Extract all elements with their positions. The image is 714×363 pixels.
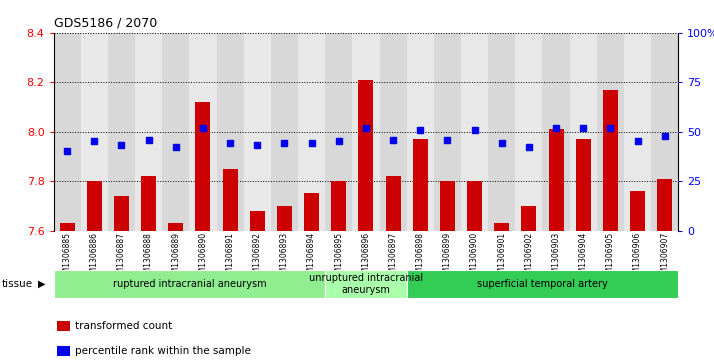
FancyBboxPatch shape: [54, 270, 325, 298]
Text: GDS5186 / 2070: GDS5186 / 2070: [54, 16, 157, 29]
Bar: [189, 33, 216, 231]
Bar: [277, 206, 292, 231]
Bar: [358, 79, 373, 231]
Bar: [331, 181, 346, 231]
Bar: [603, 90, 618, 231]
Bar: [494, 223, 509, 231]
FancyBboxPatch shape: [407, 270, 678, 298]
Bar: [81, 33, 108, 231]
Bar: [488, 33, 516, 231]
Bar: [651, 33, 678, 231]
FancyBboxPatch shape: [325, 270, 407, 298]
Bar: [141, 176, 156, 231]
Bar: [467, 181, 482, 231]
Text: ▶: ▶: [38, 279, 46, 289]
Bar: [386, 176, 401, 231]
Bar: [135, 33, 162, 231]
Bar: [461, 33, 488, 231]
Bar: [630, 191, 645, 231]
Bar: [516, 33, 543, 231]
Text: unruptured intracranial
aneurysm: unruptured intracranial aneurysm: [309, 273, 423, 295]
Text: transformed count: transformed count: [75, 321, 172, 331]
Bar: [407, 33, 434, 231]
Bar: [440, 181, 455, 231]
Bar: [60, 223, 74, 231]
Bar: [434, 33, 461, 231]
Bar: [114, 196, 129, 231]
Bar: [624, 33, 651, 231]
Bar: [196, 102, 211, 231]
Text: tissue: tissue: [1, 279, 33, 289]
Bar: [325, 33, 352, 231]
Bar: [413, 139, 428, 231]
Bar: [216, 33, 243, 231]
Text: ruptured intracranial aneurysm: ruptured intracranial aneurysm: [113, 279, 266, 289]
Bar: [54, 33, 81, 231]
Bar: [250, 211, 265, 231]
Bar: [575, 139, 590, 231]
Bar: [570, 33, 597, 231]
Text: percentile rank within the sample: percentile rank within the sample: [75, 346, 251, 356]
Bar: [521, 206, 536, 231]
Bar: [597, 33, 624, 231]
Bar: [108, 33, 135, 231]
Bar: [298, 33, 325, 231]
Bar: [543, 33, 570, 231]
Bar: [243, 33, 271, 231]
Bar: [87, 181, 102, 231]
Text: superficial temporal artery: superficial temporal artery: [477, 279, 608, 289]
Bar: [380, 33, 407, 231]
Bar: [223, 169, 238, 231]
Bar: [548, 129, 563, 231]
Bar: [162, 33, 189, 231]
Bar: [169, 223, 183, 231]
Bar: [352, 33, 380, 231]
Bar: [658, 179, 672, 231]
Bar: [271, 33, 298, 231]
Bar: [304, 193, 319, 231]
